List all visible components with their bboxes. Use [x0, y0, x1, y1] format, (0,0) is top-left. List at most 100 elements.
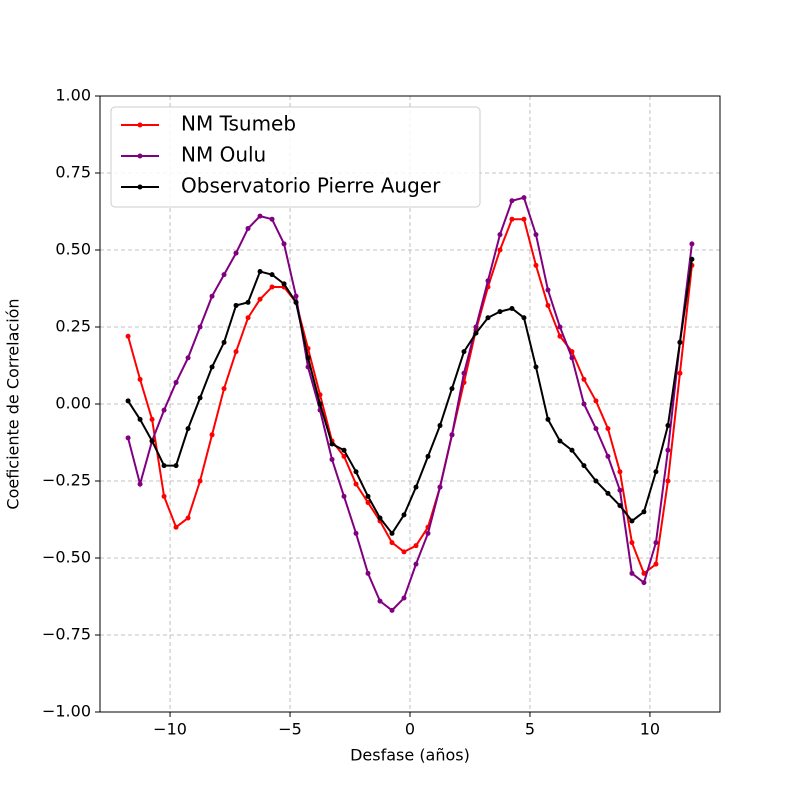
y-tick-label: −1.00	[42, 702, 91, 721]
y-tick-label: −0.75	[42, 625, 91, 644]
y-tick-label: 0.25	[55, 317, 91, 336]
x-tick-label: −10	[153, 720, 187, 739]
data-point	[401, 595, 407, 601]
data-point	[641, 570, 647, 576]
data-point	[125, 333, 131, 339]
data-point	[617, 469, 623, 475]
data-point	[329, 441, 335, 447]
data-point	[269, 272, 275, 278]
data-point	[401, 549, 407, 555]
data-point	[269, 216, 275, 222]
data-point	[353, 469, 359, 475]
data-point	[365, 570, 371, 576]
data-point	[149, 438, 155, 444]
legend-marker	[137, 184, 143, 190]
y-tick-label: 1.00	[55, 86, 91, 105]
data-point	[185, 426, 191, 432]
x-tick-label: 0	[405, 720, 415, 739]
data-point	[449, 386, 455, 392]
data-point	[569, 355, 575, 361]
data-point	[617, 503, 623, 509]
data-point	[569, 447, 575, 453]
data-point	[317, 401, 323, 407]
data-point	[425, 453, 431, 459]
data-point	[197, 478, 203, 484]
data-point	[161, 463, 167, 469]
data-point	[353, 481, 359, 487]
data-point	[449, 432, 455, 438]
data-point	[281, 281, 287, 287]
data-point	[209, 432, 215, 438]
data-point	[521, 195, 527, 201]
legend-label: NM Oulu	[181, 143, 266, 167]
data-point	[593, 398, 599, 404]
data-point	[413, 543, 419, 549]
data-point	[221, 272, 227, 278]
data-point	[593, 478, 599, 484]
data-point	[629, 518, 635, 524]
data-point	[653, 540, 659, 546]
x-tick-label: 10	[640, 720, 660, 739]
y-tick-label: −0.50	[42, 548, 91, 567]
data-point	[365, 493, 371, 499]
data-point	[437, 423, 443, 429]
data-point	[473, 324, 479, 330]
data-point	[137, 481, 143, 487]
data-point	[497, 309, 503, 315]
data-point	[197, 324, 203, 330]
data-point	[521, 216, 527, 222]
legend-marker	[137, 122, 143, 128]
data-point	[461, 349, 467, 355]
data-point	[509, 306, 515, 312]
data-point	[293, 299, 299, 305]
data-point	[401, 512, 407, 518]
data-point	[533, 364, 539, 370]
data-point	[497, 247, 503, 253]
data-point	[413, 561, 419, 567]
data-point	[545, 302, 551, 308]
data-point	[437, 484, 443, 490]
data-point	[281, 241, 287, 247]
plot-frame	[99, 95, 721, 713]
data-point	[485, 278, 491, 284]
data-point	[581, 401, 587, 407]
data-point	[233, 302, 239, 308]
data-point	[461, 370, 467, 376]
data-point	[233, 250, 239, 256]
data-point	[137, 416, 143, 422]
data-point	[557, 333, 563, 339]
data-point	[161, 493, 167, 499]
data-point	[365, 500, 371, 506]
data-point	[533, 262, 539, 268]
data-point	[509, 216, 515, 222]
data-point	[341, 447, 347, 453]
data-point	[209, 293, 215, 299]
legend: NM Tsumeb NM Oulu Observatorio Pierre Auge…	[110, 106, 481, 208]
data-point	[521, 315, 527, 321]
data-point	[257, 296, 263, 302]
data-point	[353, 530, 359, 536]
data-point	[653, 469, 659, 475]
data-point	[557, 324, 563, 330]
data-point	[485, 315, 491, 321]
data-point	[629, 540, 635, 546]
data-point	[137, 376, 143, 382]
legend-label: Observatorio Pierre Auger	[181, 174, 441, 198]
legend-box	[110, 106, 481, 208]
data-point	[257, 269, 263, 275]
data-point	[173, 379, 179, 385]
data-point	[473, 330, 479, 336]
data-point	[413, 484, 419, 490]
data-point	[605, 453, 611, 459]
data-point	[545, 416, 551, 422]
x-tick-label: 5	[525, 720, 535, 739]
data-point	[629, 570, 635, 576]
data-point	[173, 524, 179, 530]
data-point	[209, 364, 215, 370]
data-point	[641, 509, 647, 515]
data-point	[581, 463, 587, 469]
data-point	[305, 355, 311, 361]
data-point	[545, 287, 551, 293]
data-point	[581, 376, 587, 382]
legend-marker	[137, 153, 143, 159]
